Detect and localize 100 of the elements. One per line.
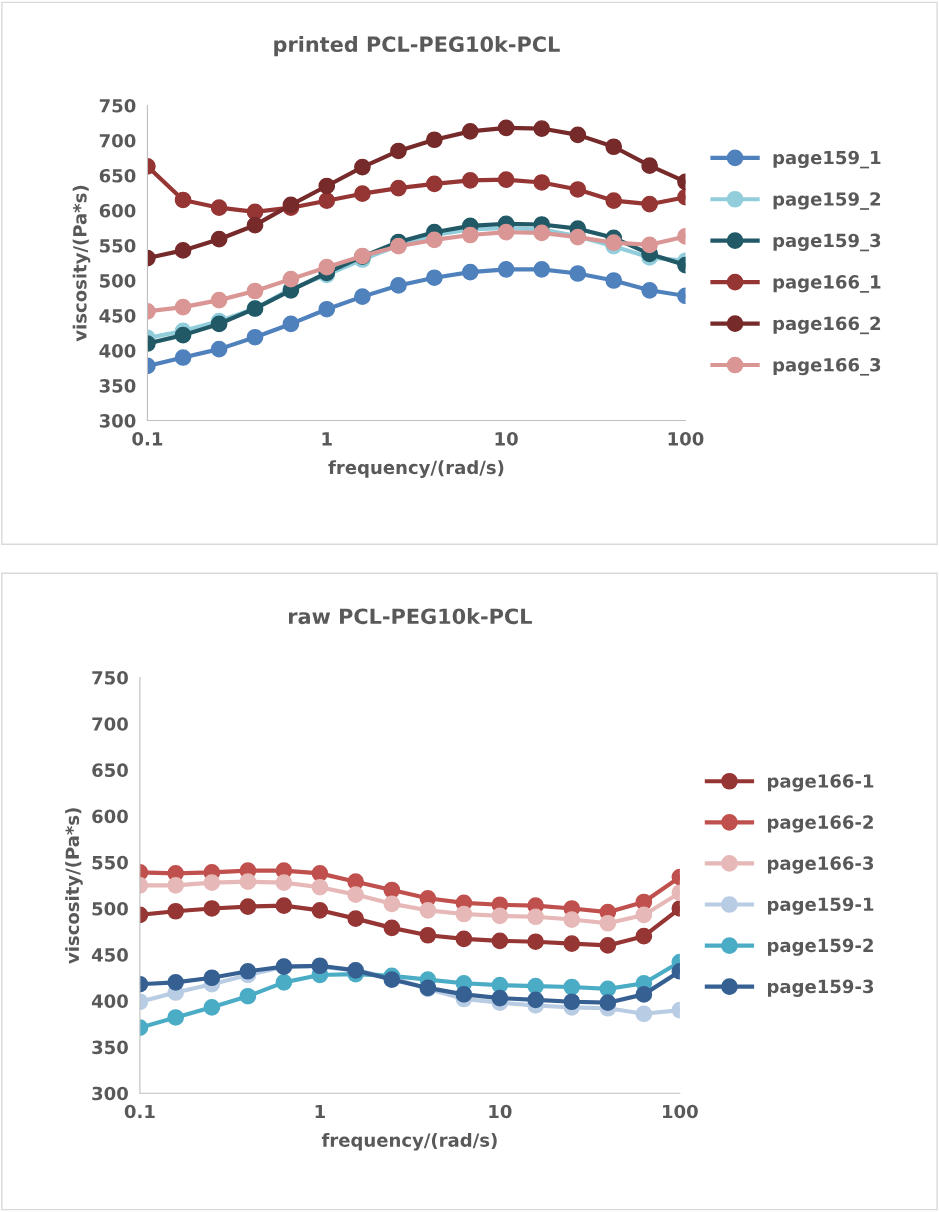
point <box>354 185 371 203</box>
point <box>246 216 264 234</box>
y-tick-label: 300 <box>99 414 136 428</box>
point <box>635 986 653 1003</box>
x-axis-title: frequency/(rad/s) <box>328 460 504 478</box>
point <box>635 927 653 945</box>
y-tick-label: 300 <box>92 1086 128 1101</box>
legend-label: page166_3 <box>773 357 881 376</box>
point <box>635 906 653 924</box>
point <box>203 969 221 987</box>
point <box>174 349 192 366</box>
point <box>491 989 509 1007</box>
point <box>455 930 473 948</box>
point <box>533 224 551 242</box>
legend-label: page159_3 <box>773 233 881 252</box>
legend-label: page159-1 <box>767 897 874 915</box>
point <box>347 886 364 903</box>
point <box>239 987 257 1005</box>
point <box>641 236 658 254</box>
y-tick-label: 650 <box>92 763 128 778</box>
x-axis-title: frequency/(rad/s) <box>321 1132 497 1151</box>
point <box>497 223 515 241</box>
legend-label: page159_1 <box>773 150 881 169</box>
point <box>203 998 221 1016</box>
point <box>605 138 623 156</box>
point <box>455 905 473 923</box>
legend-label: page166_1 <box>773 275 881 293</box>
point <box>605 192 623 210</box>
point <box>275 974 293 991</box>
point <box>599 937 617 954</box>
y-tick-label: 700 <box>92 717 128 731</box>
point <box>419 901 437 919</box>
point <box>210 291 228 309</box>
point <box>311 878 329 896</box>
x-tick-label: 0.1 <box>132 431 163 446</box>
y-tick-label: 550 <box>92 855 128 870</box>
y-axis-title: viscosity/(Pa*s) <box>72 185 91 342</box>
point <box>167 974 184 991</box>
point <box>282 270 300 288</box>
point <box>318 258 336 276</box>
point <box>390 142 407 160</box>
y-tick-label: 600 <box>92 809 128 824</box>
point <box>347 910 364 927</box>
point <box>497 260 515 278</box>
x-tick-label: 0.1 <box>124 1104 155 1119</box>
point <box>174 326 192 344</box>
point <box>275 874 293 891</box>
point <box>239 962 257 980</box>
point <box>641 157 658 175</box>
point <box>635 1005 653 1023</box>
y-tick-label: 400 <box>91 994 128 1008</box>
y-tick-label: 750 <box>99 98 136 113</box>
point <box>563 911 581 928</box>
point <box>426 175 443 193</box>
y-tick-label: 450 <box>99 308 136 323</box>
y-tick-label: 650 <box>99 168 136 183</box>
y-tick-label: 450 <box>91 948 128 962</box>
legend-label: page159-2 <box>767 938 873 956</box>
point <box>239 898 257 915</box>
legend-label: page166_2 <box>773 316 881 335</box>
point <box>491 932 509 950</box>
point <box>455 986 473 1003</box>
y-tick-label: 700 <box>99 133 136 148</box>
x-tick-label: 10 <box>495 431 518 446</box>
point <box>533 120 551 137</box>
point <box>641 281 658 299</box>
legend-label: page166-3 <box>767 856 874 874</box>
legend-label: page166-1 <box>767 774 874 792</box>
y-tick-label: 400 <box>99 344 136 358</box>
point <box>461 226 479 244</box>
x-tick-label: 1 <box>315 1104 325 1119</box>
legend-label: page159-3 <box>767 979 874 997</box>
point <box>599 980 617 998</box>
x-tick-label: 1 <box>322 432 332 446</box>
point <box>563 993 581 1011</box>
point <box>318 177 336 195</box>
point <box>497 171 515 189</box>
point <box>311 901 329 919</box>
point <box>533 174 551 191</box>
chart-title: raw PCL-PEG10k-PCL <box>289 608 532 625</box>
point <box>210 230 228 248</box>
x-tick-label: 100 <box>668 431 704 446</box>
point <box>641 195 658 213</box>
point <box>311 865 329 882</box>
point <box>383 895 401 913</box>
point <box>203 874 221 891</box>
y-tick-label: 350 <box>99 379 136 393</box>
point <box>390 277 407 294</box>
point <box>605 272 623 289</box>
x-tick-label: 100 <box>663 1104 698 1119</box>
point <box>461 123 479 140</box>
point <box>563 978 581 996</box>
point <box>426 269 443 287</box>
point <box>354 158 371 176</box>
point <box>527 977 544 995</box>
y-tick-label: 350 <box>92 1040 128 1055</box>
point <box>275 897 293 915</box>
point <box>210 199 228 217</box>
point <box>167 1009 184 1026</box>
legend-label: page166-2 <box>767 815 873 833</box>
